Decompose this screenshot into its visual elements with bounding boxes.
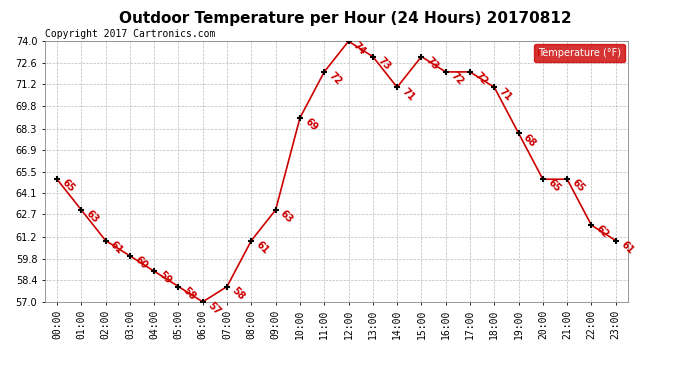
Text: 73: 73 <box>375 55 392 72</box>
Text: 60: 60 <box>132 255 149 271</box>
Text: 63: 63 <box>279 209 295 225</box>
Text: 58: 58 <box>181 285 198 302</box>
Text: 73: 73 <box>424 55 441 72</box>
Text: 72: 72 <box>448 70 465 87</box>
Text: 57: 57 <box>206 300 222 317</box>
Text: 61: 61 <box>618 239 635 256</box>
Text: 71: 71 <box>497 86 513 102</box>
Text: 72: 72 <box>327 70 344 87</box>
Legend: Temperature (°F): Temperature (°F) <box>534 44 625 62</box>
Text: 71: 71 <box>400 86 417 102</box>
Text: 58: 58 <box>230 285 246 302</box>
Text: 65: 65 <box>60 178 77 195</box>
Text: 74: 74 <box>351 40 368 57</box>
Text: 63: 63 <box>84 209 101 225</box>
Text: 61: 61 <box>254 239 270 256</box>
Text: 62: 62 <box>594 224 611 240</box>
Text: 59: 59 <box>157 270 174 286</box>
Text: 69: 69 <box>303 117 319 133</box>
Text: Outdoor Temperature per Hour (24 Hours) 20170812: Outdoor Temperature per Hour (24 Hours) … <box>119 11 571 26</box>
Text: 65: 65 <box>546 178 562 195</box>
Text: Copyright 2017 Cartronics.com: Copyright 2017 Cartronics.com <box>45 28 215 39</box>
Text: 68: 68 <box>522 132 538 148</box>
Text: 72: 72 <box>473 70 489 87</box>
Text: 65: 65 <box>570 178 586 195</box>
Text: 61: 61 <box>108 239 125 256</box>
